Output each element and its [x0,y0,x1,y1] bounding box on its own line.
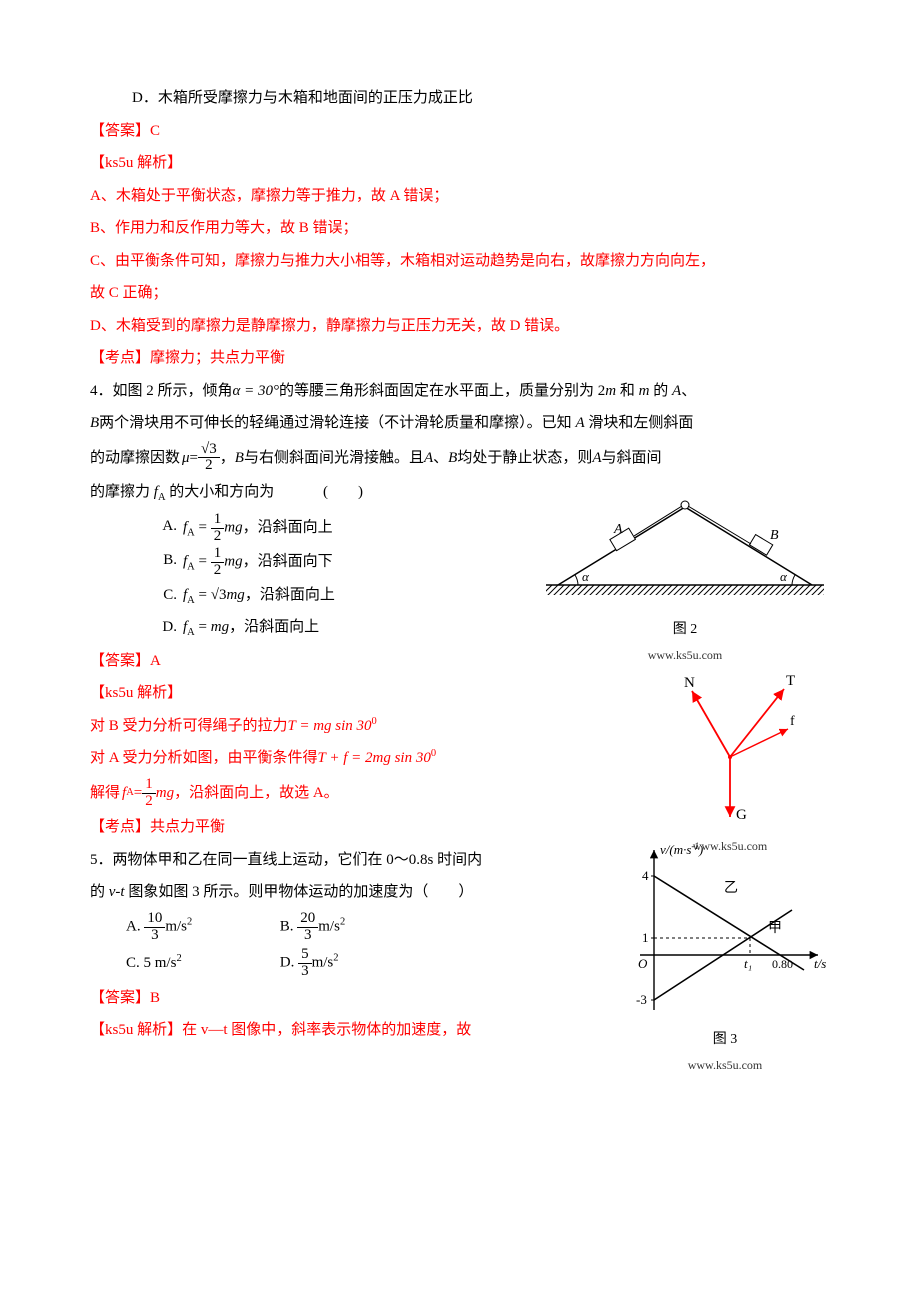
fig3-y1: 1 [642,930,649,945]
fig3-t1: t₁ [744,956,752,971]
fig2-label-b: B [770,528,779,543]
sol1-b: B、作用力和反作用力等大，故 B 错误； [90,214,830,243]
sol1-a: A、木箱处于平衡状态，摩擦力等于推力，故 A 错误； [90,182,830,211]
sol1-c: C、由平衡条件可知，摩擦力与推力大小相等，木箱相对运动趋势是向右，故摩擦力方向向… [90,247,830,276]
q5-line2: 的 v-t 图象如图 3 所示。则甲物体运动的加速度为（ ） [90,878,550,907]
fbd-t: T [786,673,795,689]
q4-line1: 4．如图 2 所示，倾角α = 30°的等腰三角形斜面固定在水平面上，质量分别为… [90,377,830,406]
mu-fraction: √32 [198,442,220,475]
fig2-url: www.ks5u.com [540,644,830,667]
q4-line2: B两个滑块用不可伸长的轻绳通过滑轮连接（不计滑轮质量和摩擦）。已知 A 滑块和左… [90,409,830,438]
fig3-xlabel: t/s [814,956,826,971]
fig3-yi: 乙 [724,880,738,896]
fbd-n: N [684,675,695,691]
fig2-alpha-l: α [582,569,590,584]
free-body-diagram: N T f G www.ks5u.com [650,669,810,857]
figure-3: v/(m·s-1) t/s 4 1 O -3 t₁ 0.80 乙 甲 图 3 w… [620,840,830,1077]
fig3-ylabel: v/(m·s-1) [660,841,703,857]
fig3-o: O [638,956,648,971]
sol1-c2: 故 C 正确； [90,279,830,308]
fig3-caption: 图 3 [620,1027,830,1054]
fig3-url: www.ks5u.com [620,1054,830,1077]
kaodian-1: 【考点】摩擦力；共点力平衡 [90,344,830,373]
fig2-label-a: A [613,522,623,537]
fig3-x80: 0.80 [772,957,793,971]
fig3-jia: 甲 [768,921,782,936]
fig2-caption: 图 2 [540,617,830,644]
fig2-alpha-r: α [780,569,788,584]
figure-2: A B α α 图 2 www.ks5u.com [540,495,830,667]
fbd-g: G [736,807,747,823]
vt-graph-svg: v/(m·s-1) t/s 4 1 O -3 t₁ 0.80 乙 甲 [620,840,830,1015]
incline-svg: A B α α [540,495,830,605]
q4-line3: 的动摩擦因数 μ = √32 ，B 与右侧斜面间光滑接触。且 A、B 均处于静止… [90,442,830,475]
solution-header-1: 【ks5u 解析】 [90,149,830,178]
fig3-yn3: -3 [636,992,647,1007]
answer-1: 【答案】C [90,117,830,146]
fbd-f: f [790,714,795,729]
prior-opt-d: D．木箱所受摩擦力与木箱和地面间的正压力成正比 [90,84,830,113]
q5-line1: 5．两物体甲和乙在同一直线上运动，它们在 0～0.8s 时间内 [90,846,550,875]
fig3-y4: 4 [642,868,649,883]
sol1-d: D、木箱受到的摩擦力是静摩擦力，静摩擦力与正压力无关，故 D 错误。 [90,312,830,341]
